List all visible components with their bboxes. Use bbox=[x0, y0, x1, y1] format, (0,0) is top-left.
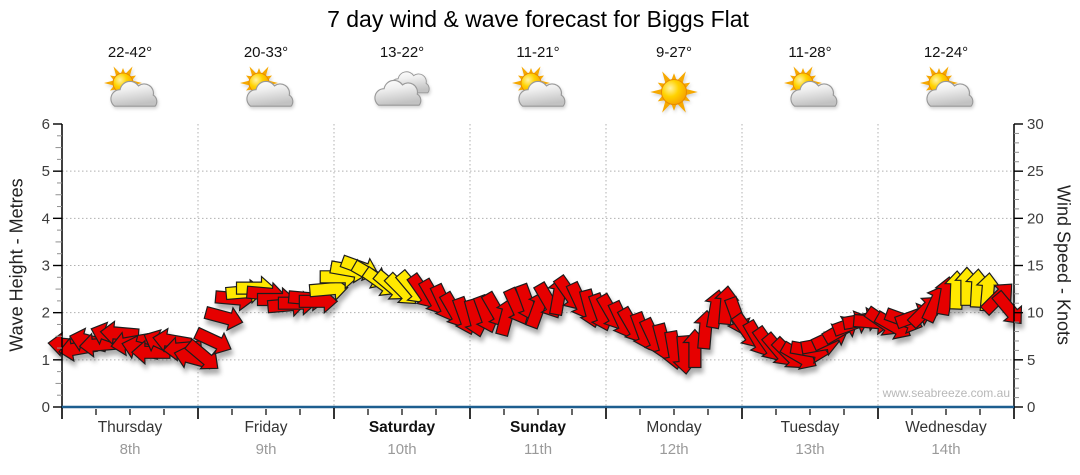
day-label: Friday 9th bbox=[198, 419, 334, 458]
day-label: Saturday 10th bbox=[334, 419, 470, 458]
wind-arrows bbox=[47, 254, 1023, 375]
day-name: Thursday bbox=[97, 419, 163, 436]
temperature-range: 9-27° bbox=[655, 44, 693, 61]
day-name: Friday bbox=[244, 419, 288, 436]
wind-axis-tick-label: 15 bbox=[1027, 258, 1044, 275]
temperature-range: 11-21° bbox=[516, 44, 560, 61]
day-name: Wednesday bbox=[905, 419, 987, 436]
day-date: 13th bbox=[795, 441, 825, 458]
wind-axis-tick-label: 10 bbox=[1027, 305, 1044, 322]
day-date: 11th bbox=[523, 441, 553, 458]
temperature-range: 11-28° bbox=[788, 44, 832, 61]
axes bbox=[53, 123, 1023, 419]
wind-axis-tick-label: 30 bbox=[1027, 116, 1044, 133]
wind-arrow bbox=[183, 338, 219, 370]
day-date: 8th bbox=[119, 441, 141, 458]
temperature-range: 12-24° bbox=[923, 44, 969, 61]
wave-axis-tick-label: 4 bbox=[42, 210, 50, 227]
day-date: 14th bbox=[931, 441, 961, 458]
wind-axis-tick-label: 25 bbox=[1027, 163, 1044, 180]
wave-axis-tick-label: 3 bbox=[42, 258, 50, 275]
wind-axis-tick-label: 5 bbox=[1027, 352, 1035, 369]
weather-icon-sun-cloud bbox=[920, 66, 974, 107]
wind-arrow bbox=[193, 326, 232, 355]
wave-axis-tick-label: 5 bbox=[42, 163, 50, 180]
wave-axis-tick-label: 2 bbox=[42, 305, 50, 322]
weather-icon-sunny bbox=[650, 71, 698, 113]
day-label: Sunday 11th bbox=[470, 419, 606, 458]
wind-axis-tick-label: 0 bbox=[1027, 399, 1035, 416]
day-label: Wednesday 14th bbox=[878, 419, 1014, 458]
weather-icon-cloudy bbox=[374, 71, 430, 106]
day-name: Saturday bbox=[368, 419, 436, 436]
watermark: www.seabreeze.com.au bbox=[882, 386, 1010, 400]
wave-axis-tick-label: 0 bbox=[42, 399, 50, 416]
sun-icon bbox=[650, 71, 698, 113]
cloud-icon bbox=[790, 80, 838, 107]
day-label: Tuesday 13th bbox=[742, 419, 878, 458]
cloud-icon bbox=[374, 79, 422, 106]
cloud-icon bbox=[246, 80, 294, 107]
weather-icon-sun-cloud bbox=[512, 66, 566, 107]
weather-icon-sun-cloud bbox=[104, 66, 158, 107]
day-name: Tuesday bbox=[780, 419, 840, 436]
day-name: Sunday bbox=[510, 419, 566, 436]
cloud-icon bbox=[110, 80, 158, 107]
wind-axis-tick-label: 20 bbox=[1027, 210, 1044, 227]
cloud-icon bbox=[518, 80, 566, 107]
wave-axis-tick-label: 6 bbox=[42, 116, 50, 133]
weather-icon-sun-cloud bbox=[784, 66, 838, 107]
cloud-icon bbox=[926, 80, 974, 107]
weather-icon-sun-cloud bbox=[240, 66, 294, 107]
temperature-range: 20-33° bbox=[243, 44, 289, 61]
temperature-range: 22-42° bbox=[107, 44, 153, 61]
day-date: 12th bbox=[659, 441, 689, 458]
day-date: 10th bbox=[387, 441, 417, 458]
chart-title: 7 day wind & wave forecast for Biggs Fla… bbox=[327, 6, 749, 32]
day-date: 9th bbox=[255, 441, 277, 458]
wave-axis-tick-label: 1 bbox=[42, 352, 50, 369]
wind-arrow bbox=[203, 305, 244, 332]
axis-tick-labels: 0 1 2 3 4 5 6 0 5 10 15 20 25 30 bbox=[42, 116, 1044, 416]
day-label: Monday 12th bbox=[606, 419, 742, 458]
temperature-range: 13-22° bbox=[379, 44, 425, 61]
day-name: Monday bbox=[646, 419, 702, 436]
day-label: Thursday 8th bbox=[62, 419, 198, 458]
weather-icons bbox=[104, 66, 974, 113]
